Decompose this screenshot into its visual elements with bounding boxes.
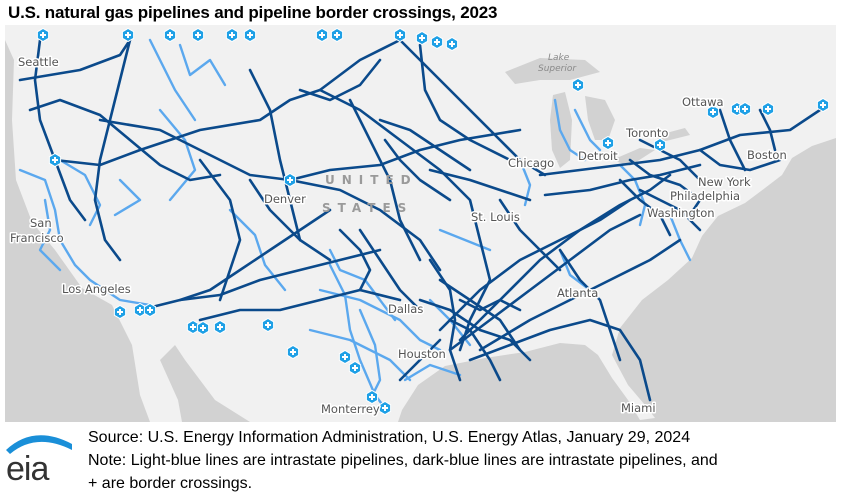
border-crossing-icon[interactable] [243, 27, 257, 43]
map-labels: UNITED STATES Lake Superior Seattle Otta… [9, 53, 789, 418]
border-crossing-icon[interactable] [330, 27, 344, 43]
border-crossing-icon[interactable] [283, 172, 297, 188]
city-label: Los Angeles [62, 282, 131, 296]
border-crossing-icon[interactable] [286, 344, 300, 360]
city-label: New York [698, 175, 751, 189]
city-label: Philadelphia [670, 189, 740, 203]
city-label: Houston [398, 347, 446, 361]
border-crossing-icon[interactable] [113, 304, 127, 320]
lake-label: Lake [548, 53, 570, 63]
city-label: Miami [621, 401, 656, 415]
border-crossing-icon[interactable] [601, 135, 615, 151]
border-crossing-icon[interactable] [48, 152, 62, 168]
footer: eia Source: U.S. Energy Information Admi… [0, 424, 843, 504]
city-label: Monterrey [321, 402, 380, 416]
city-label: Seattle [18, 55, 59, 69]
border-crossing-icon[interactable] [445, 36, 459, 52]
border-crossing-icon[interactable] [338, 349, 352, 365]
lake-label: Superior [538, 64, 577, 74]
border-crossing-icon[interactable] [378, 400, 392, 416]
city-label: Atlanta [557, 286, 598, 300]
city-label: Francisco [10, 231, 64, 245]
city-label: Dallas [388, 302, 423, 316]
border-crossing-icon[interactable] [365, 389, 379, 405]
border-crossing-icon[interactable] [163, 27, 177, 43]
city-label: St. Louis [471, 210, 520, 224]
pipeline-map[interactable]: UNITED STATES Lake Superior Seattle Otta… [5, 25, 836, 422]
source-text: Source: U.S. Energy Information Administ… [88, 429, 691, 446]
country-label: UNITED [325, 173, 418, 187]
svg-text:eia: eia [6, 450, 49, 484]
city-label: San [30, 216, 52, 230]
border-crossing-icon[interactable] [738, 101, 752, 117]
border-crossing-icon[interactable] [191, 27, 205, 43]
eia-logo: eia [6, 435, 72, 484]
note-text: Note: Light-blue lines are intrastate pi… [88, 452, 718, 469]
border-crossing-icon[interactable] [816, 97, 830, 113]
city-label: Toronto [625, 126, 668, 140]
border-crossing-icon[interactable] [225, 27, 239, 43]
country-label: STATES [322, 201, 413, 215]
border-crossings [36, 27, 830, 416]
city-label: Chicago [508, 156, 554, 170]
city-label: Ottawa [682, 95, 724, 109]
border-crossing-icon[interactable] [761, 101, 775, 117]
city-label: Washington [647, 206, 715, 220]
border-crossing-icon[interactable] [415, 30, 429, 46]
city-label: Boston [747, 148, 787, 162]
border-crossing-icon[interactable] [196, 320, 210, 336]
border-crossing-icon[interactable] [213, 319, 227, 335]
border-crossing-icon[interactable] [571, 77, 585, 93]
border-crossing-icon[interactable] [261, 317, 275, 333]
note-text-continued: + are border crossings. [88, 475, 253, 492]
border-crossing-icon[interactable] [430, 34, 444, 50]
border-crossing-icon[interactable] [393, 27, 407, 43]
border-crossing-icon[interactable] [653, 137, 667, 153]
city-label: Detroit [578, 149, 618, 163]
border-crossing-icon[interactable] [36, 27, 50, 43]
border-crossing-icon[interactable] [143, 302, 157, 318]
border-crossing-icon[interactable] [315, 27, 329, 43]
city-label: Denver [264, 192, 306, 206]
border-crossing-icon[interactable] [348, 360, 362, 376]
land [5, 25, 836, 422]
border-crossing-icon[interactable] [706, 104, 720, 120]
map-title: U.S. natural gas pipelines and pipeline … [8, 3, 498, 22]
border-crossing-icon[interactable] [121, 27, 135, 43]
